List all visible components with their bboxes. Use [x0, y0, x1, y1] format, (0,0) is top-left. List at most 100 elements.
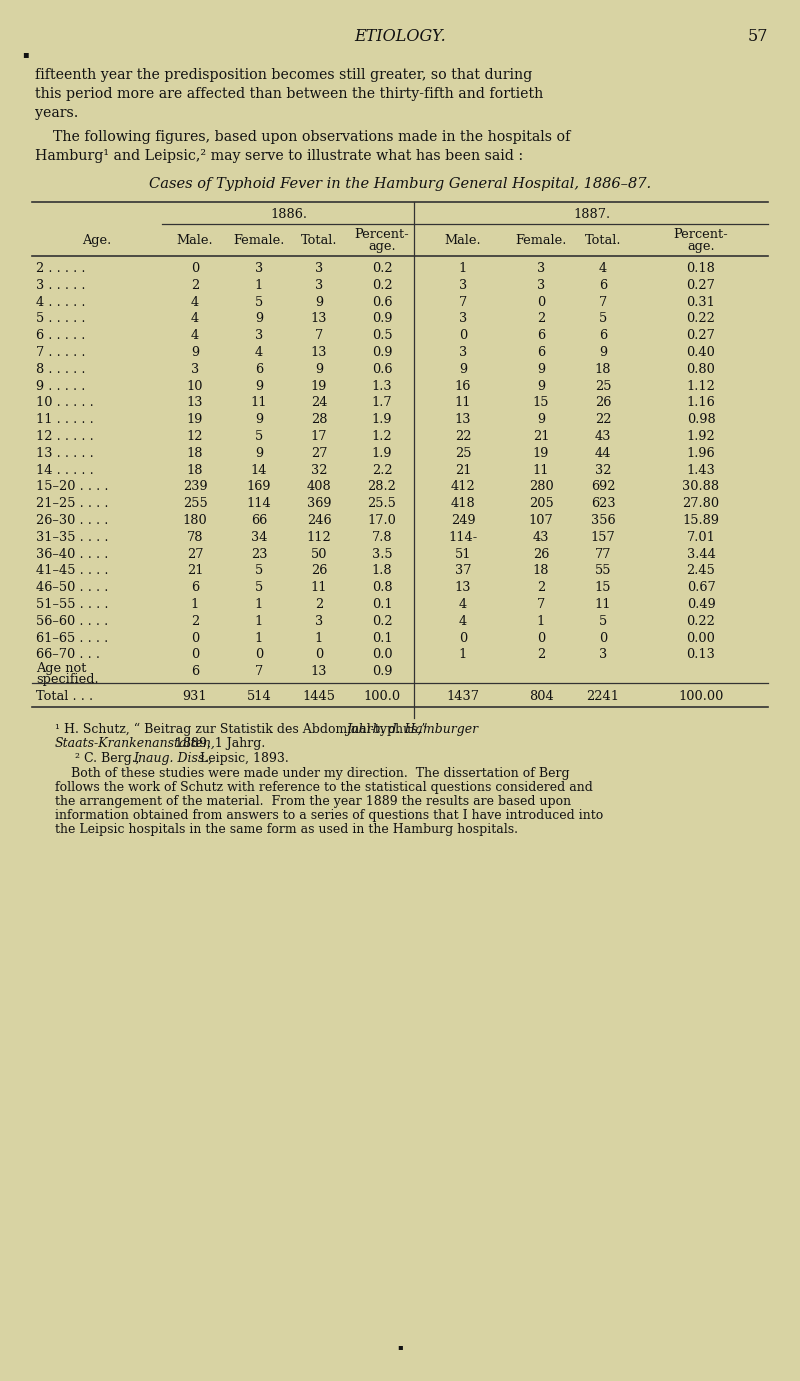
Text: 114: 114 — [246, 497, 271, 510]
Text: 100.0: 100.0 — [363, 690, 401, 703]
Text: 5: 5 — [255, 296, 263, 308]
Text: 78: 78 — [186, 530, 203, 544]
Text: 1.96: 1.96 — [686, 447, 715, 460]
Text: 13: 13 — [310, 312, 327, 326]
Text: 0.67: 0.67 — [686, 581, 715, 594]
Text: 9: 9 — [537, 413, 545, 427]
Text: 17.0: 17.0 — [367, 514, 397, 528]
Text: 19: 19 — [187, 413, 203, 427]
Text: Both of these studies were made under my direction.  The dissertation of Berg: Both of these studies were made under my… — [55, 766, 570, 780]
Text: 0.13: 0.13 — [686, 649, 715, 661]
Text: 804: 804 — [529, 690, 554, 703]
Text: 25: 25 — [594, 380, 611, 392]
Text: 1.16: 1.16 — [686, 396, 715, 409]
Text: 1.9: 1.9 — [372, 447, 392, 460]
Text: 31–35 . . . .: 31–35 . . . . — [36, 530, 109, 544]
Text: Hamburg¹ and Leipsic,² may serve to illustrate what has been said :: Hamburg¹ and Leipsic,² may serve to illu… — [35, 149, 523, 163]
Text: 6: 6 — [599, 329, 607, 342]
Text: 1: 1 — [459, 649, 467, 661]
Text: 0.98: 0.98 — [686, 413, 715, 427]
Text: 10 . . . . .: 10 . . . . . — [36, 396, 94, 409]
Text: 4: 4 — [191, 312, 199, 326]
Text: ▪: ▪ — [397, 1342, 403, 1351]
Text: 3: 3 — [537, 262, 545, 275]
Text: 0.27: 0.27 — [686, 279, 715, 291]
Text: 9: 9 — [537, 363, 545, 376]
Text: 11: 11 — [250, 396, 267, 409]
Text: 6: 6 — [537, 347, 545, 359]
Text: 4: 4 — [255, 347, 263, 359]
Text: 44: 44 — [594, 447, 611, 460]
Text: 6: 6 — [255, 363, 263, 376]
Text: 169: 169 — [246, 481, 271, 493]
Text: 408: 408 — [306, 481, 331, 493]
Text: 9: 9 — [537, 380, 545, 392]
Text: 3.5: 3.5 — [372, 548, 392, 561]
Text: 0: 0 — [537, 296, 545, 308]
Text: 13: 13 — [310, 347, 327, 359]
Text: 51–55 . . . .: 51–55 . . . . — [36, 598, 109, 610]
Text: 22: 22 — [454, 429, 471, 443]
Text: Age.: Age. — [82, 233, 112, 247]
Text: 0.9: 0.9 — [372, 666, 392, 678]
Text: 51: 51 — [454, 548, 471, 561]
Text: Female.: Female. — [234, 233, 285, 247]
Text: 21–25 . . . .: 21–25 . . . . — [36, 497, 109, 510]
Text: 0.2: 0.2 — [372, 262, 392, 275]
Text: 18: 18 — [186, 464, 203, 476]
Text: 41–45 . . . .: 41–45 . . . . — [36, 565, 109, 577]
Text: 356: 356 — [590, 514, 615, 528]
Text: 0.1: 0.1 — [372, 598, 392, 610]
Text: 5: 5 — [599, 615, 607, 628]
Text: 2.2: 2.2 — [372, 464, 392, 476]
Text: Total.: Total. — [301, 233, 338, 247]
Text: 1.9: 1.9 — [372, 413, 392, 427]
Text: ¹ H. Schutz, “ Beitrag zur Statistik des Abdominal-typhus,”: ¹ H. Schutz, “ Beitrag zur Statistik des… — [55, 724, 432, 736]
Text: 4 . . . . .: 4 . . . . . — [36, 296, 86, 308]
Text: 5: 5 — [255, 565, 263, 577]
Text: Inaug. Diss.,: Inaug. Diss., — [133, 753, 213, 765]
Text: 13: 13 — [454, 581, 471, 594]
Text: 249: 249 — [450, 514, 475, 528]
Text: The following figures, based upon observations made in the hospitals of: The following figures, based upon observ… — [35, 130, 570, 144]
Text: 61–65 . . . .: 61–65 . . . . — [36, 631, 108, 645]
Text: 9: 9 — [459, 363, 467, 376]
Text: 0: 0 — [191, 649, 199, 661]
Text: 3: 3 — [459, 279, 467, 291]
Text: Jahrb. d. Hamburger: Jahrb. d. Hamburger — [346, 724, 478, 736]
Text: specified.: specified. — [36, 673, 98, 686]
Text: 26: 26 — [533, 548, 549, 561]
Text: 0: 0 — [191, 262, 199, 275]
Text: 2: 2 — [537, 312, 545, 326]
Text: 11: 11 — [594, 598, 611, 610]
Text: 18: 18 — [186, 447, 203, 460]
Text: 14: 14 — [250, 464, 267, 476]
Text: 36–40 . . . .: 36–40 . . . . — [36, 548, 108, 561]
Text: 25: 25 — [454, 447, 471, 460]
Text: 24: 24 — [310, 396, 327, 409]
Text: 3.44: 3.44 — [686, 548, 715, 561]
Text: 157: 157 — [590, 530, 615, 544]
Text: 4: 4 — [459, 615, 467, 628]
Text: 5: 5 — [255, 429, 263, 443]
Text: 0.2: 0.2 — [372, 279, 392, 291]
Text: 19: 19 — [311, 380, 327, 392]
Text: 18: 18 — [533, 565, 550, 577]
Text: 418: 418 — [450, 497, 475, 510]
Text: 1: 1 — [255, 279, 263, 291]
Text: 23: 23 — [250, 548, 267, 561]
Text: 0: 0 — [191, 631, 199, 645]
Text: 12 . . . . .: 12 . . . . . — [36, 429, 94, 443]
Text: 4: 4 — [191, 296, 199, 308]
Text: 0.9: 0.9 — [372, 347, 392, 359]
Text: 1886.: 1886. — [270, 209, 307, 221]
Text: 6: 6 — [191, 581, 199, 594]
Text: 13: 13 — [310, 666, 327, 678]
Text: 6: 6 — [537, 329, 545, 342]
Text: 0: 0 — [255, 649, 263, 661]
Text: 43: 43 — [594, 429, 611, 443]
Text: 0.40: 0.40 — [686, 347, 715, 359]
Text: 4: 4 — [599, 262, 607, 275]
Text: 5: 5 — [255, 581, 263, 594]
Text: 2 . . . . .: 2 . . . . . — [36, 262, 86, 275]
